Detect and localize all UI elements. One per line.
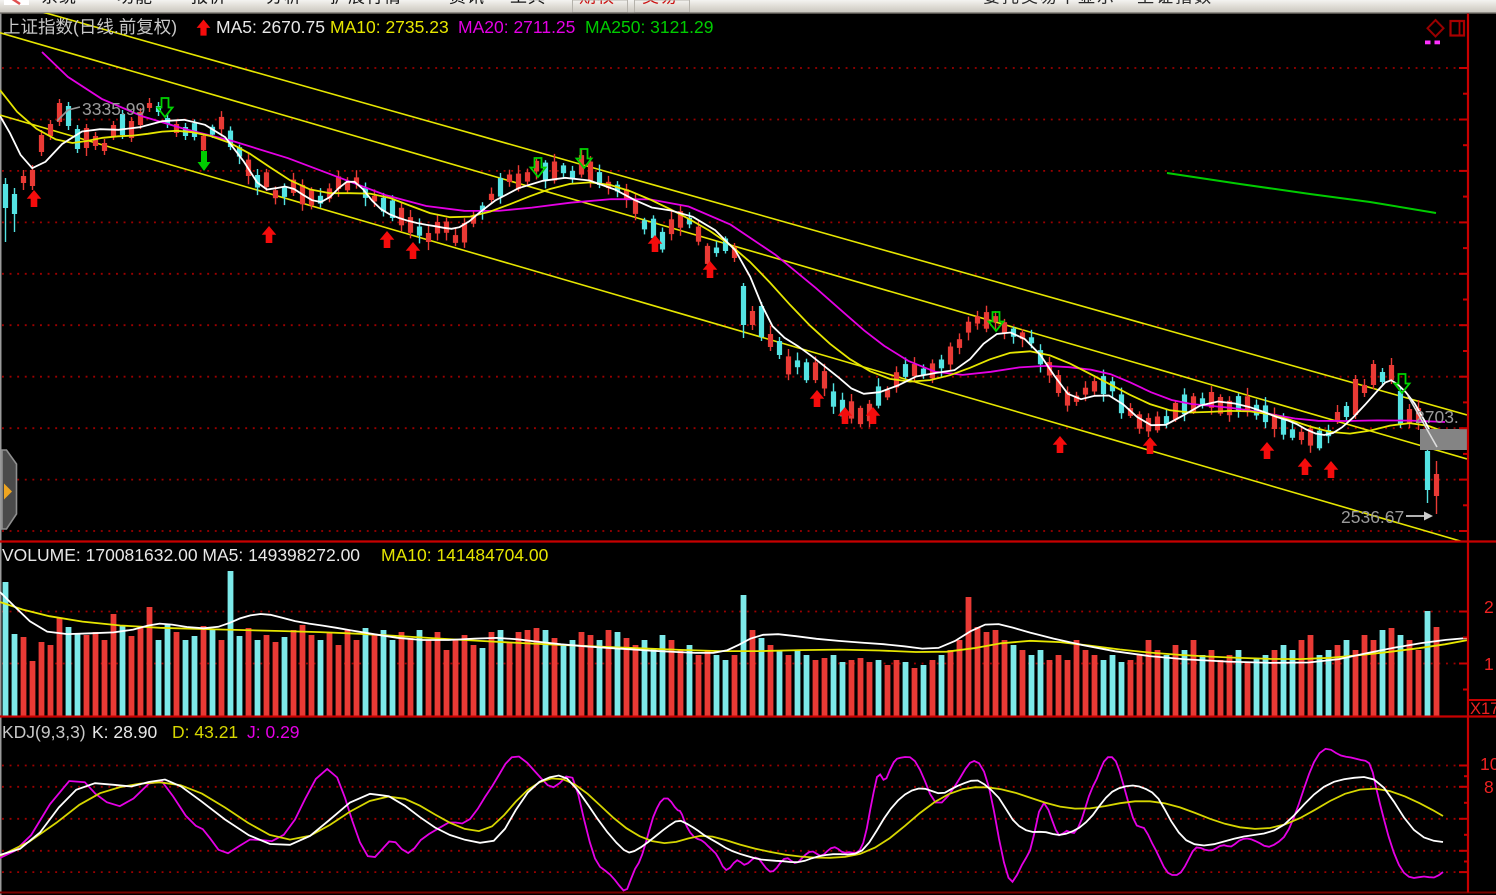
svg-text:8: 8 — [1484, 777, 1494, 797]
svg-text:D: 43.21: D: 43.21 — [172, 722, 238, 742]
svg-text:资讯: 资讯 — [449, 0, 485, 7]
svg-text:X17: X17 — [1470, 700, 1496, 718]
svg-text:2703.: 2703. — [1415, 407, 1459, 427]
svg-text:分析: 分析 — [266, 0, 302, 7]
svg-text:扩展行情: 扩展行情 — [330, 0, 402, 7]
svg-text:MA250: 3121.29: MA250: 3121.29 — [585, 17, 713, 37]
svg-text:2536.67: 2536.67 — [1341, 507, 1404, 527]
svg-text:2: 2 — [1484, 597, 1494, 617]
svg-text:期权: 期权 — [579, 0, 615, 7]
svg-text:MA10: 141484704.00: MA10: 141484704.00 — [381, 545, 549, 565]
svg-text:KDJ(9,3,3): KDJ(9,3,3) — [2, 722, 86, 742]
svg-text:委托交易不显示 - 上证指数: 委托交易不显示 - 上证指数 — [983, 0, 1213, 7]
svg-text:工具: 工具 — [510, 0, 546, 7]
svg-text:J: 0.29: J: 0.29 — [247, 722, 300, 742]
svg-text:MA20: 2711.25: MA20: 2711.25 — [458, 17, 575, 37]
svg-text:1: 1 — [1484, 654, 1494, 674]
svg-text:系统: 系统 — [41, 0, 77, 7]
svg-text:功能: 功能 — [117, 0, 153, 7]
svg-text:3335.99: 3335.99 — [82, 99, 145, 119]
svg-text:MA10: 2735.23: MA10: 2735.23 — [330, 17, 449, 37]
svg-text:10: 10 — [1480, 754, 1496, 774]
svg-text:VOLUME: 170081632.00 MA5: 149: VOLUME: 170081632.00 MA5: 149398272.00 — [2, 545, 360, 565]
svg-text:MA5: 2670.75: MA5: 2670.75 — [216, 17, 325, 37]
svg-text:报价: 报价 — [191, 0, 227, 7]
svg-text:交易: 交易 — [642, 0, 678, 7]
svg-text:K: 28.90: K: 28.90 — [92, 722, 157, 742]
svg-text:上证指数(日线.前复权): 上证指数(日线.前复权) — [3, 17, 177, 37]
